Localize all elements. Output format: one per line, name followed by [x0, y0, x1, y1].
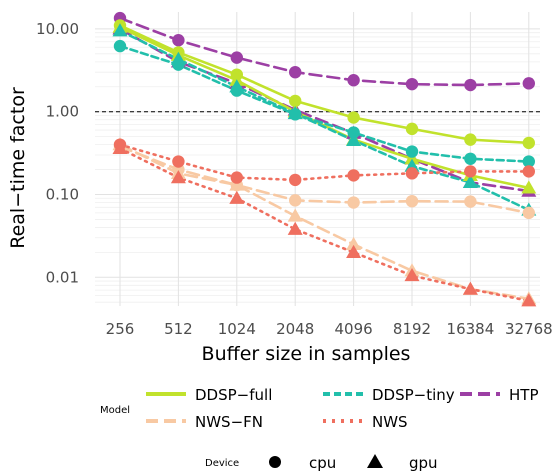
data-point-cpu [289, 173, 302, 187]
data-point-cpu [230, 51, 243, 64]
data-point-gpu [346, 132, 362, 147]
legend-model-label: DDSP−tiny [372, 386, 455, 404]
legend-model-entries: DDSP−full DDSP−tiny HTP NWS−FN NWS [146, 386, 539, 431]
data-point-gpu [287, 208, 303, 222]
data-point-gpu [404, 151, 420, 165]
data-point-gpu [229, 177, 245, 191]
x-tick-label: 4096 [335, 320, 373, 338]
data-point-gpu [170, 170, 186, 184]
series-line [118, 143, 531, 301]
legend-device-label: gpu [409, 454, 438, 472]
data-point-cpu [289, 65, 302, 79]
series-line [118, 44, 531, 163]
data-point-cpu [522, 77, 535, 90]
x-axis-label: Buffer size in samples [202, 343, 411, 365]
data-point-cpu [289, 94, 302, 108]
data-point-gpu [462, 174, 478, 189]
data-point-cpu [464, 133, 477, 146]
x-tick-label: 32768 [505, 320, 553, 338]
y-tick-labels: 0.01 0.10 1.00 10.00 [36, 20, 79, 286]
series-line [118, 24, 531, 145]
data-point-cpu [172, 155, 185, 168]
data-point-cpu [405, 122, 419, 136]
x-tick-label: 16384 [447, 320, 495, 338]
legend: Model Device DDSP−full DDSP−tiny HTP NWS−FN… [100, 386, 539, 472]
data-point-cpu [405, 194, 419, 208]
legend-device-label: cpu [309, 454, 336, 472]
legend-model-title: Model [100, 405, 130, 416]
y-tick-label: 0.10 [46, 185, 79, 203]
data-point-cpu [464, 152, 477, 165]
series-line [118, 145, 531, 215]
data-point-gpu [112, 140, 128, 155]
data-point-cpu [464, 195, 477, 208]
x-tick-label: 2048 [276, 320, 314, 338]
x-tick-labels: 256 512 1024 2048 4096 8192 16384 32768 [106, 320, 553, 338]
data-point-cpu [522, 206, 535, 220]
legend-device-key-triangle [367, 454, 383, 468]
x-tick-label: 8192 [393, 320, 431, 338]
data-point-cpu [347, 196, 360, 209]
series-line [118, 16, 531, 87]
series-lines [118, 16, 531, 303]
data-point-cpu [522, 136, 535, 150]
data-point-cpu [347, 169, 360, 182]
data-point-cpu [347, 126, 360, 139]
y-tick-label: 10.00 [36, 20, 79, 38]
series-line [118, 29, 531, 212]
y-tick-label: 0.01 [46, 268, 79, 286]
legend-device-title: Device [205, 458, 239, 469]
data-point-gpu [287, 106, 303, 120]
legend-model-label: NWS−FN [195, 413, 263, 431]
data-point-gpu [112, 23, 128, 37]
data-point-gpu [521, 180, 537, 194]
data-point-cpu [405, 77, 419, 91]
data-point-cpu [347, 74, 360, 87]
data-point-cpu [172, 34, 185, 47]
legend-model-label: HTP [509, 386, 539, 404]
legend-device-entries: cpu gpu [269, 454, 438, 472]
series-points [112, 11, 537, 307]
data-point-cpu [522, 155, 535, 168]
data-point-cpu [405, 145, 419, 158]
data-point-gpu [521, 293, 537, 307]
legend-model-label: NWS [372, 413, 408, 431]
data-point-gpu [170, 51, 186, 65]
data-point-gpu [287, 221, 303, 235]
data-point-cpu [289, 194, 302, 207]
data-point-gpu [229, 79, 245, 93]
series-line [118, 27, 531, 193]
data-point-cpu [113, 39, 127, 53]
data-point-gpu [404, 268, 420, 282]
data-point-cpu [405, 167, 419, 180]
series-line [118, 143, 531, 182]
data-point-gpu [229, 190, 245, 204]
x-tick-label: 256 [106, 320, 135, 338]
data-point-cpu [464, 165, 477, 178]
data-point-cpu [347, 111, 360, 124]
data-point-cpu [522, 165, 535, 178]
data-point-gpu [346, 236, 362, 250]
legend-model-label: DDSP−full [195, 386, 272, 404]
x-tick-label: 512 [164, 320, 193, 338]
y-tick-label: 1.00 [46, 103, 79, 121]
data-point-gpu [462, 281, 478, 295]
x-tick-label: 1024 [218, 320, 256, 338]
series-line [118, 147, 531, 303]
legend-device-key-circle [269, 456, 281, 468]
y-axis-label: Real−time factor [7, 87, 29, 249]
data-point-gpu [346, 244, 362, 258]
data-point-cpu [230, 171, 243, 184]
data-point-cpu [464, 78, 477, 92]
